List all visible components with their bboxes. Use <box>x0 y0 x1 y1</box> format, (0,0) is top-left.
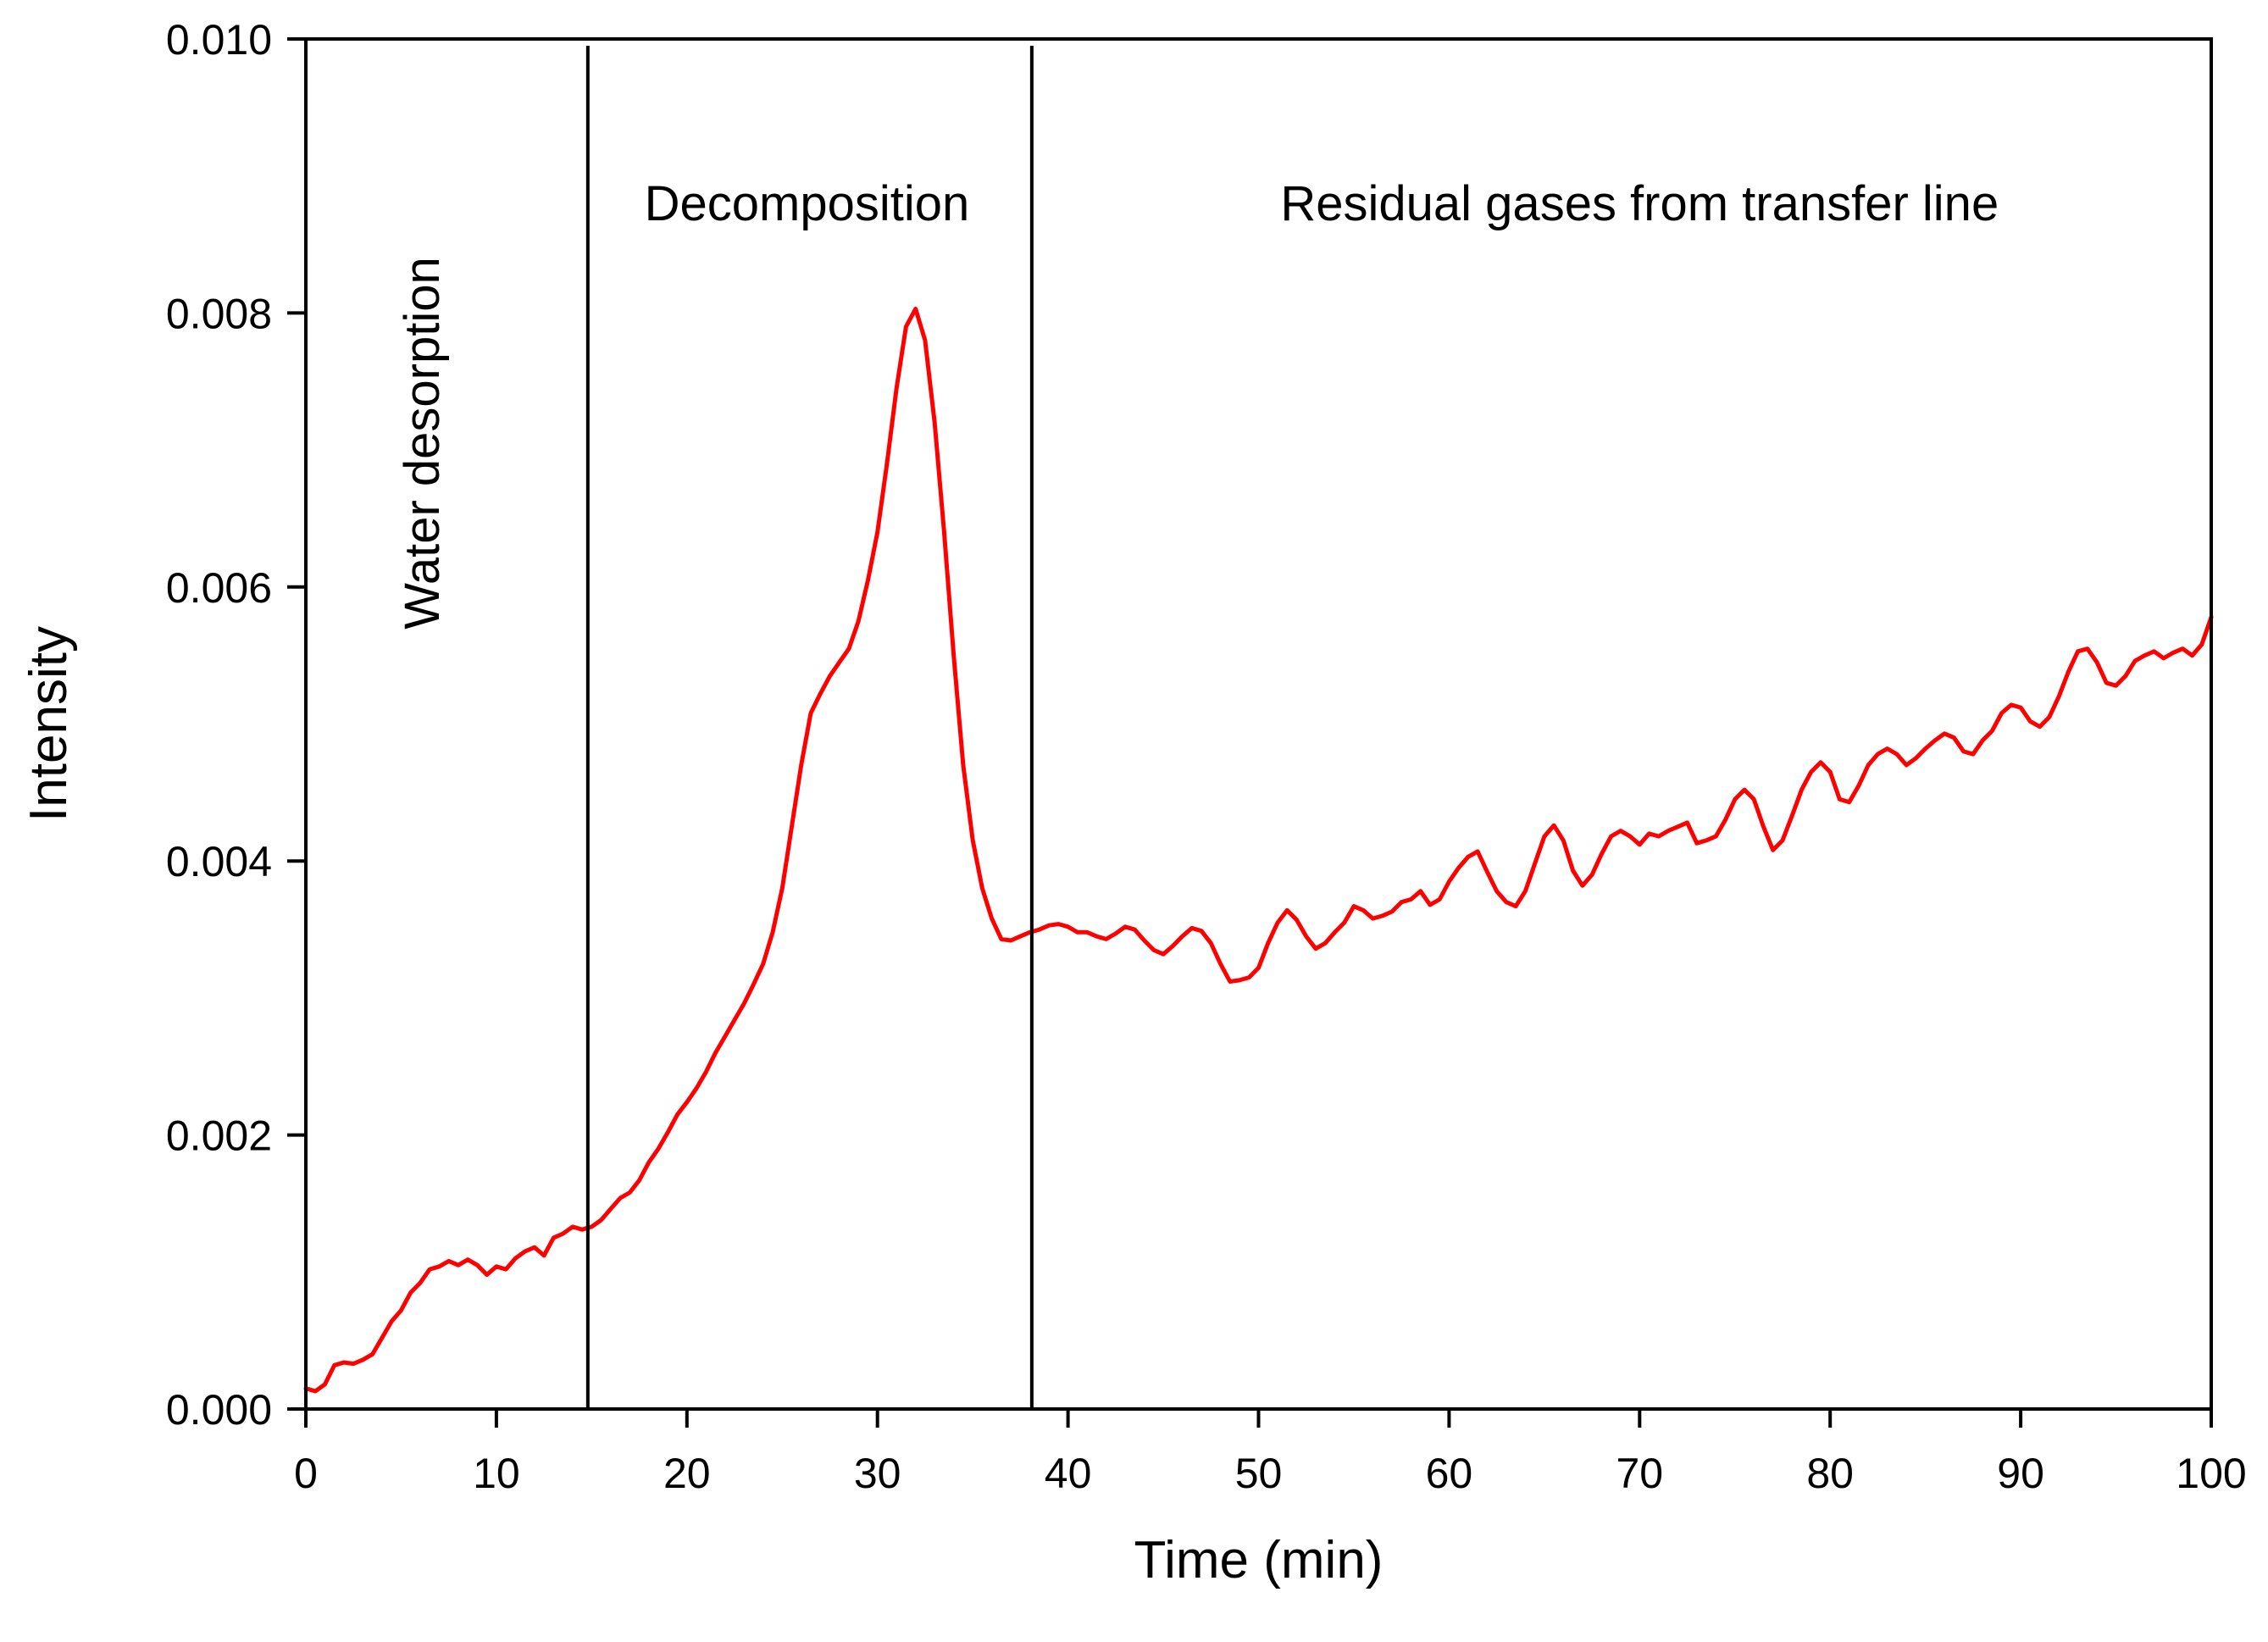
region-label-residual-gases: Residual gases from transfer line <box>1280 176 1999 231</box>
x-tick-label: 80 <box>1806 1450 1854 1497</box>
x-tick-label: 70 <box>1616 1450 1663 1497</box>
axes: 0 10 20 30 40 50 60 70 80 90 100 0.000 0.002 0.004 0.0… <box>166 16 2247 1497</box>
x-tick-label: 40 <box>1045 1450 1092 1497</box>
y-tick-label: 0.008 <box>166 290 272 337</box>
x-axis-title: Time (min) <box>1134 1531 1384 1589</box>
y-axis-title: Intensity <box>19 626 78 822</box>
labels: Time (min) Intensity Water desorption Decom… <box>19 176 1999 1589</box>
x-tick-label: 0 <box>294 1450 318 1497</box>
x-tick-label: 20 <box>663 1450 711 1497</box>
x-tick-label: 90 <box>1997 1450 2044 1497</box>
region-label-decomposition: Decomposition <box>645 176 970 231</box>
x-tick-label: 60 <box>1426 1450 1473 1497</box>
x-tick-label: 10 <box>473 1450 520 1497</box>
plot-frame <box>304 37 2213 1411</box>
plot-area <box>303 46 2214 1409</box>
y-tick-label: 0.006 <box>166 564 272 612</box>
y-tick-label: 0.004 <box>166 838 272 885</box>
y-tick-label: 0.002 <box>166 1112 272 1160</box>
x-tick-label: 50 <box>1235 1450 1283 1497</box>
y-tick-label: 0.000 <box>166 1386 272 1434</box>
x-tick-label: 100 <box>2176 1450 2246 1497</box>
series-line-intensity <box>303 307 2214 1394</box>
x-tick-label: 30 <box>854 1450 901 1497</box>
region-label-water-desorption: Water desorption <box>395 257 450 630</box>
y-tick-label: 0.010 <box>166 16 272 64</box>
